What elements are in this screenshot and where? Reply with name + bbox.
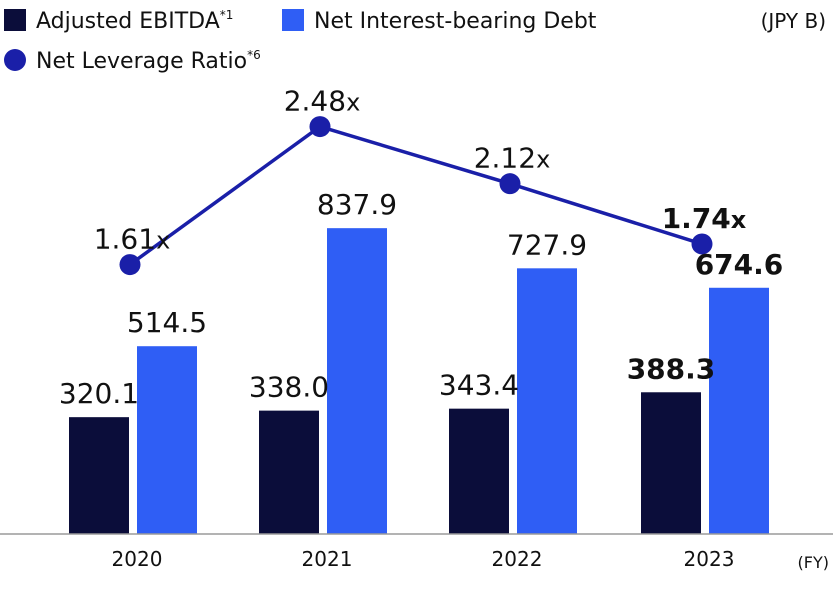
legend-label-adjusted-ebitda: Adjusted EBITDA (36, 9, 220, 34)
label-adjusted-ebitda-2021: 338.0 (249, 371, 329, 404)
label-net-debt-2023: 674.6 (695, 248, 784, 281)
label-net-debt-2022: 727.9 (507, 228, 587, 261)
legend-swatch-adjusted-ebitda (4, 9, 26, 31)
ratio-point-2022 (499, 173, 521, 195)
ratio-value-2021: 2.48 (284, 85, 346, 118)
ratio-suffix-2021: x (346, 89, 360, 117)
ratio-line-layer (119, 116, 713, 276)
label-net-debt-2021: 837.9 (317, 188, 397, 221)
unit-label: (JPY B) (761, 9, 826, 33)
ratio-value-2022: 2.12 (474, 142, 536, 175)
ratio-value-2020: 1.61 (94, 223, 156, 256)
ratio-label-2021: 2.48x (284, 85, 361, 118)
legend-sup-net-leverage-ratio: *6 (247, 48, 261, 62)
ratio-line (128, 124, 703, 266)
ratio-suffix-2023: x (731, 206, 747, 234)
label-adjusted-ebitda-2020: 320.1 (59, 377, 139, 410)
bar-net-debt-2023 (709, 287, 769, 534)
legend-item-net-debt: Net Interest-bearing Debt (282, 9, 597, 34)
ratio-value-2023: 1.74 (662, 202, 731, 235)
legend-sup-adjusted-ebitda: *1 (220, 8, 234, 22)
labels-layer: 320.1 514.5 338.0 837.9 343.4 727.9 388.3 674.6… (59, 85, 783, 411)
ratio-point-2021 (309, 116, 331, 138)
legend: Adjusted EBITDA*1 Net Interest-bearing D… (4, 8, 597, 74)
svg-text:Net Leverage Ratio*6: Net Leverage Ratio*6 (36, 48, 261, 74)
bars-layer (69, 228, 769, 534)
bar-net-debt-2022 (517, 268, 577, 534)
legend-swatch-net-debt (282, 9, 304, 31)
bar-net-debt-2021 (327, 228, 387, 534)
x-tick-2022: 2022 (492, 547, 543, 571)
bar-adjusted-ebitda-2022 (449, 408, 509, 534)
label-net-debt-2020: 514.5 (127, 306, 207, 339)
legend-label-net-leverage-ratio: Net Leverage Ratio (36, 49, 247, 74)
bar-adjusted-ebitda-2020 (69, 417, 129, 534)
ratio-label-2022: 2.12x (474, 142, 551, 175)
legend-label-net-debt: Net Interest-bearing Debt (314, 9, 597, 34)
x-axis-suffix: (FY) (798, 553, 829, 572)
ratio-point-2023 (691, 233, 713, 255)
bar-net-debt-2020 (137, 346, 197, 534)
x-tick-2023: 2023 (684, 547, 735, 571)
bar-adjusted-ebitda-2023 (641, 392, 701, 534)
legend-item-adjusted-ebitda: Adjusted EBITDA*1 (4, 8, 233, 34)
ratio-label-2023: 1.74x (662, 202, 747, 235)
svg-text:Adjusted EBITDA*1: Adjusted EBITDA*1 (36, 8, 233, 34)
bar-adjusted-ebitda-2021 (259, 410, 319, 534)
legend-item-net-leverage-ratio: Net Leverage Ratio*6 (4, 48, 261, 74)
ratio-suffix-2022: x (536, 146, 550, 174)
x-tick-2021: 2021 (302, 547, 353, 571)
ratio-point-2020 (119, 254, 141, 276)
label-adjusted-ebitda-2022: 343.4 (439, 369, 519, 402)
label-adjusted-ebitda-2023: 388.3 (627, 352, 716, 385)
ratio-label-2020: 1.61x (94, 223, 171, 256)
x-axis-ticks: 2020 2021 2022 2023 (112, 547, 735, 571)
ratio-suffix-2020: x (156, 227, 170, 255)
legend-marker-net-leverage-ratio (4, 49, 26, 71)
x-tick-2020: 2020 (112, 547, 163, 571)
